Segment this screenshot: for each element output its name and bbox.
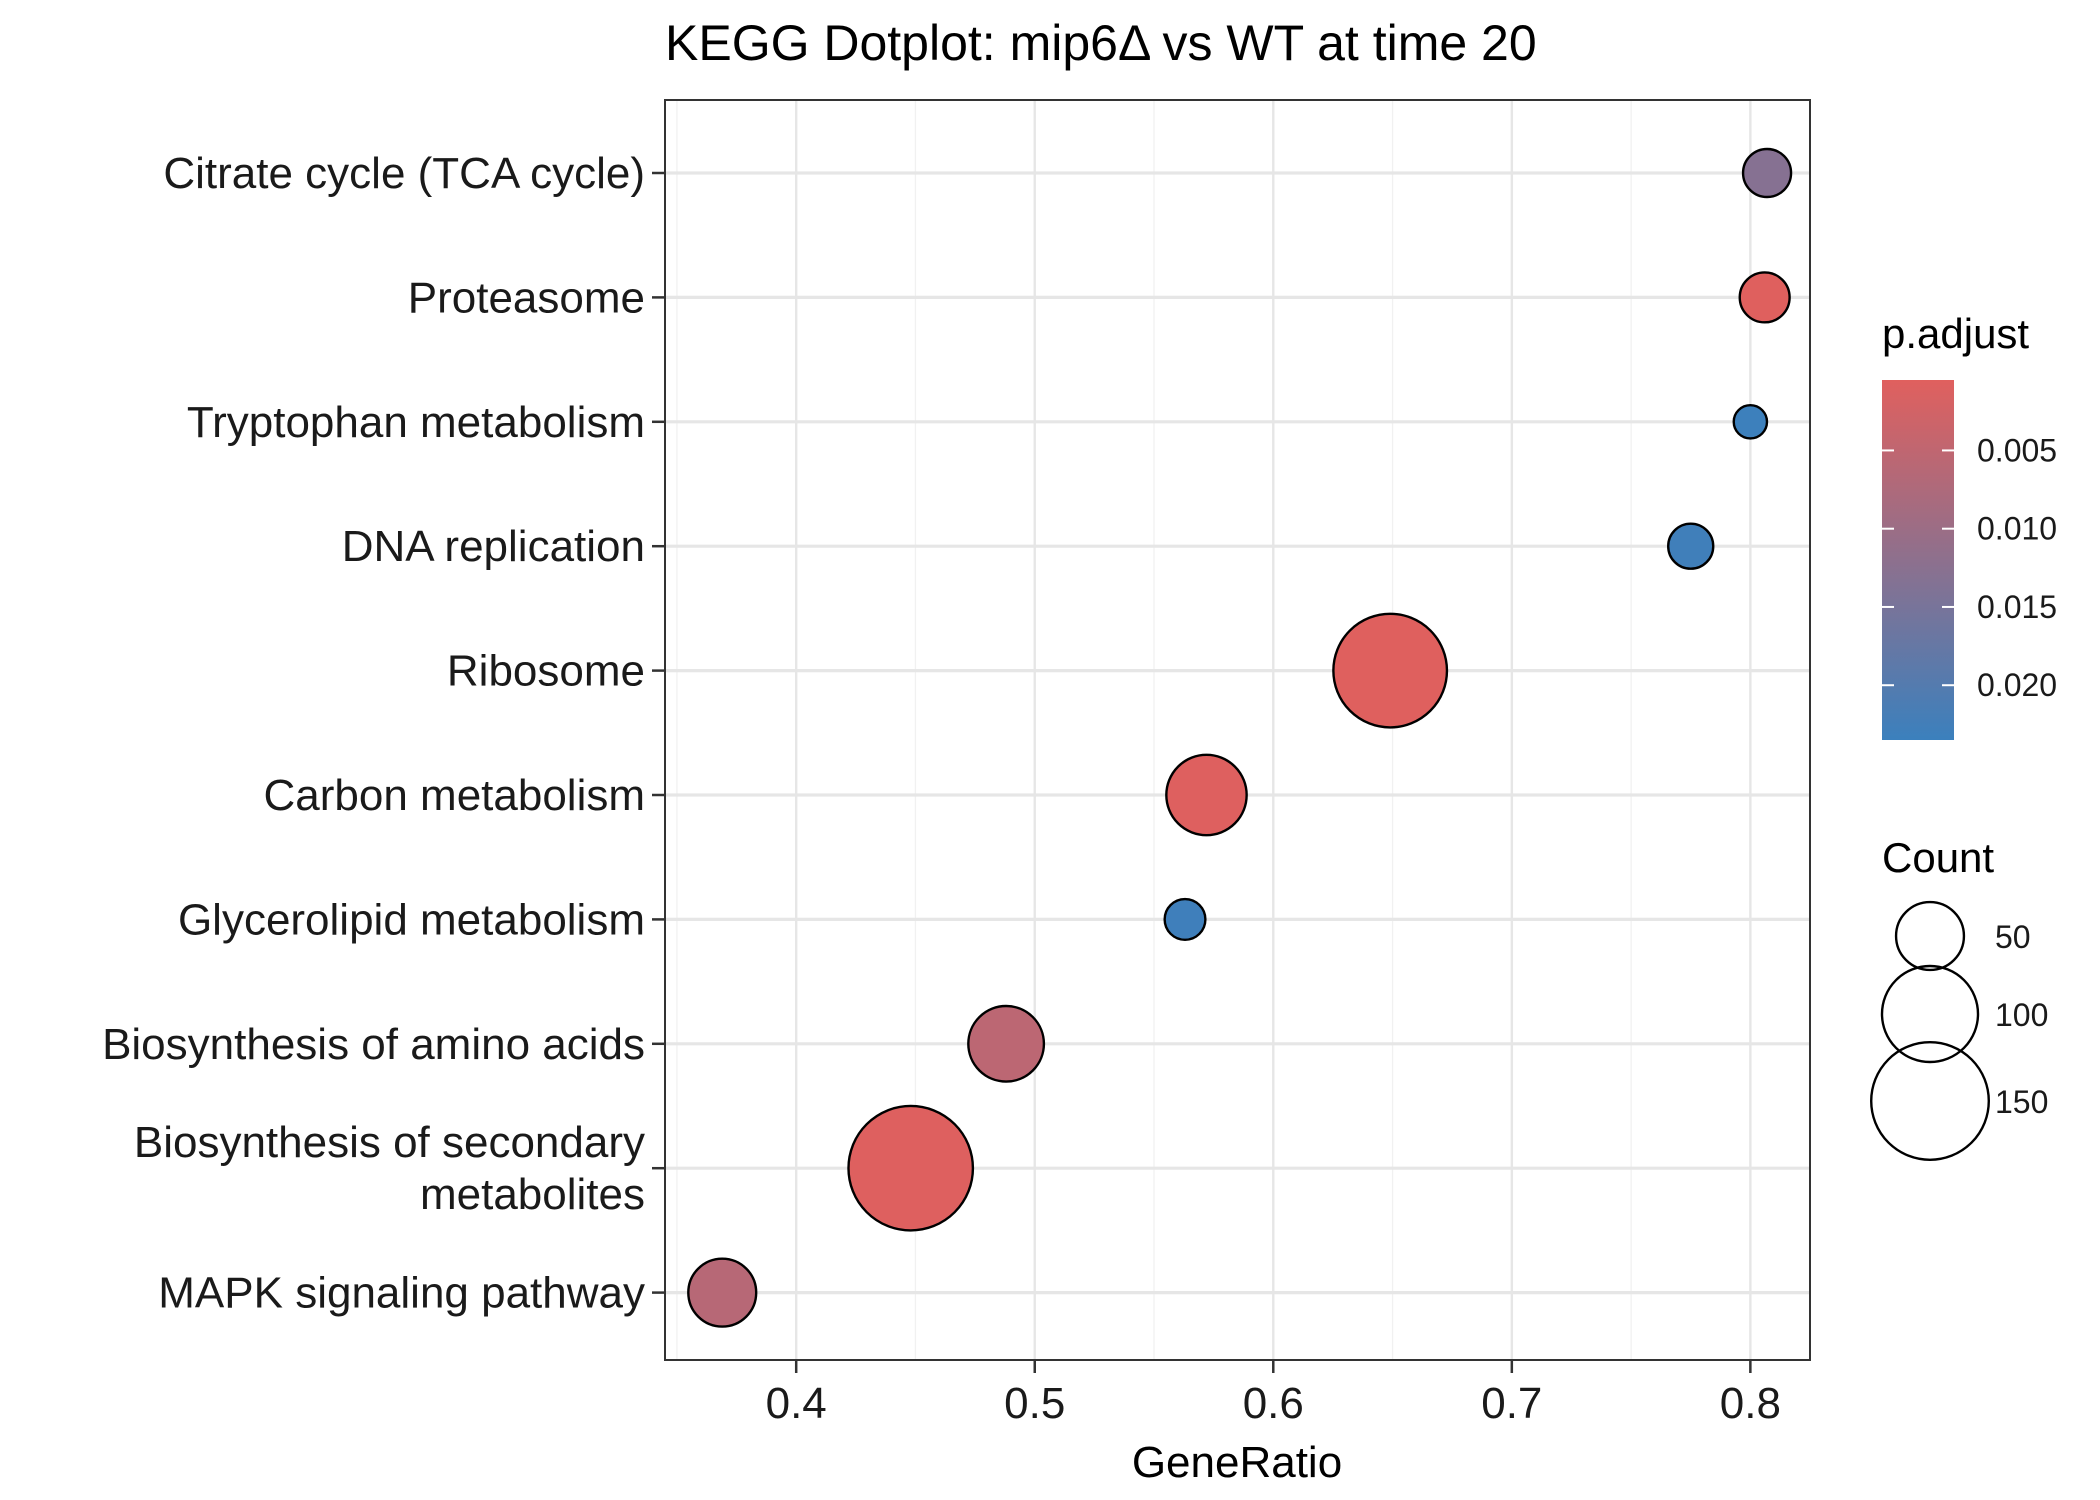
size-legend-key (1880, 964, 1980, 1064)
panel-background (665, 100, 1810, 1360)
size-legend-label: 150 (1995, 1084, 2048, 1120)
x-axis-label: GeneRatio (1132, 1438, 1342, 1487)
y-tick-label: DNA replication (342, 522, 645, 571)
y-tick-label: Proteasome (408, 273, 645, 322)
x-tick-label: 0.8 (1720, 1379, 1781, 1428)
panel-border (664, 99, 1811, 1361)
data-point (1332, 612, 1449, 729)
data-point (687, 1257, 758, 1328)
chart-title: KEGG Dotplot: mip6Δ vs WT at time 20 (665, 15, 1537, 71)
data-point (1732, 403, 1769, 440)
y-tick-label: Tryptophan metabolism (187, 398, 645, 447)
size-legend-label: 50 (1995, 919, 2031, 955)
y-tick-label-line: Tryptophan metabolism (187, 398, 645, 447)
y-tick-label: Carbon metabolism (264, 771, 646, 820)
x-tick-label: 0.7 (1481, 1379, 1542, 1428)
y-tick-label-line: Proteasome (408, 273, 645, 322)
size-legend-keys: 50 100 150 (1870, 900, 2048, 1161)
color-legend-title: p.adjust (1882, 310, 2029, 357)
color-gradient-bar (1882, 380, 1954, 740)
data-point (1738, 271, 1791, 324)
y-tick-label-line: metabolites (420, 1170, 645, 1219)
data-point (1667, 522, 1715, 570)
y-tick-label: Ribosome (447, 647, 645, 696)
data-point (1165, 753, 1248, 837)
y-tick-label-line: Biosynthesis of amino acids (102, 1020, 645, 1069)
size-legend-key (1894, 900, 1966, 972)
data-point (1163, 897, 1207, 941)
size-legend: Count 50 100 150 (1870, 834, 2048, 1161)
colorbar-tick-label: 0.005 (1977, 432, 2057, 468)
y-tick-label-line: Carbon metabolism (264, 771, 646, 820)
grid-lines (665, 100, 1810, 1360)
y-tick-label: Citrate cycle (TCA cycle) (163, 149, 645, 198)
y-tick-label-line: Biosynthesis of secondary (134, 1118, 645, 1167)
size-legend-key (1870, 1041, 1990, 1161)
y-tick-label: Biosynthesis of amino acids (102, 1020, 645, 1069)
y-tick-label-line: Glycerolipid metabolism (178, 895, 645, 944)
y-tick-label: MAPK signaling pathway (158, 1269, 645, 1318)
colorbar-tick-label: 0.020 (1977, 667, 2057, 703)
y-tick-label-line: MAPK signaling pathway (158, 1269, 645, 1318)
data-points (687, 147, 1793, 1328)
colorbar-tick-label: 0.015 (1977, 589, 2057, 625)
plot-panel (664, 99, 1811, 1361)
y-tick-label-line: Ribosome (447, 647, 645, 696)
x-tick-label: 0.5 (1004, 1379, 1065, 1428)
y-axis: Citrate cycle (TCA cycle) Proteasome Trypt… (102, 149, 665, 1318)
color-legend: p.adjust 0.005 0.010 0.015 0.020 (1882, 310, 2057, 740)
x-tick-label: 0.6 (1243, 1379, 1304, 1428)
y-tick-label-line: Citrate cycle (TCA cycle) (163, 149, 645, 198)
data-point (847, 1104, 975, 1232)
size-legend-title: Count (1882, 834, 1994, 881)
colorbar-tick-label: 0.010 (1977, 511, 2057, 547)
data-point (967, 1004, 1046, 1083)
y-tick-label: Glycerolipid metabolism (178, 895, 645, 944)
data-point (1741, 147, 1793, 199)
y-tick-label: Biosynthesis of secondary metabolites (134, 1118, 645, 1219)
x-tick-label: 0.4 (766, 1379, 827, 1428)
color-legend-ticks: 0.005 0.010 0.015 0.020 (1882, 432, 2057, 703)
size-legend-label: 100 (1995, 997, 2048, 1033)
y-tick-label-line: DNA replication (342, 522, 645, 571)
x-axis: 0.4 0.5 0.6 0.7 0.8 (766, 1360, 1781, 1428)
